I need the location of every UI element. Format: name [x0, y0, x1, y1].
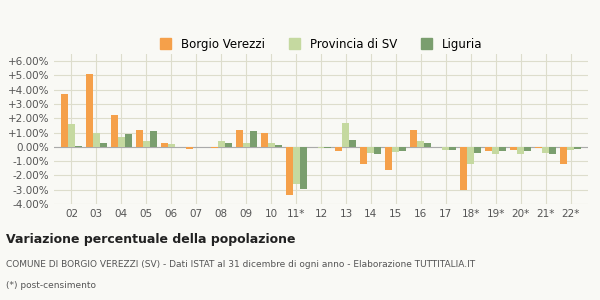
Bar	[385, 147, 392, 170]
Bar	[449, 147, 456, 150]
Bar	[286, 147, 293, 195]
Bar	[424, 142, 431, 147]
Bar	[161, 142, 168, 147]
Bar	[492, 147, 499, 154]
Bar	[410, 130, 418, 147]
Bar	[61, 94, 68, 147]
Bar	[343, 123, 349, 147]
Bar	[567, 147, 574, 150]
Bar	[560, 147, 567, 164]
Bar	[367, 147, 374, 153]
Bar	[485, 147, 492, 151]
Bar	[218, 141, 224, 147]
Bar	[524, 147, 531, 151]
Bar	[400, 147, 406, 151]
Bar	[474, 147, 481, 153]
Text: Variazione percentuale della popolazione: Variazione percentuale della popolazione	[6, 233, 296, 246]
Bar	[317, 147, 325, 148]
Bar	[268, 143, 275, 147]
Bar	[442, 147, 449, 150]
Bar	[168, 144, 175, 147]
Bar	[510, 147, 517, 150]
Bar	[374, 147, 382, 154]
Bar	[111, 116, 118, 147]
Bar	[349, 140, 356, 147]
Bar	[236, 130, 242, 147]
Bar	[467, 147, 474, 164]
Bar	[125, 134, 132, 147]
Bar	[361, 147, 367, 164]
Bar	[293, 147, 299, 184]
Bar	[143, 141, 150, 147]
Bar	[418, 141, 424, 147]
Text: (*) post-censimento: (*) post-censimento	[6, 281, 96, 290]
Bar	[299, 147, 307, 189]
Bar	[549, 147, 556, 154]
Bar	[224, 142, 232, 147]
Text: COMUNE DI BORGIO VEREZZI (SV) - Dati ISTAT al 31 dicembre di ogni anno - Elabora: COMUNE DI BORGIO VEREZZI (SV) - Dati IST…	[6, 260, 475, 269]
Bar	[250, 131, 257, 147]
Bar	[68, 124, 75, 147]
Bar	[186, 147, 193, 149]
Bar	[242, 142, 250, 147]
Bar	[93, 133, 100, 147]
Bar	[392, 147, 400, 152]
Bar	[499, 147, 506, 151]
Bar	[335, 147, 343, 151]
Bar	[535, 147, 542, 148]
Bar	[150, 131, 157, 147]
Bar	[100, 142, 107, 147]
Bar	[460, 147, 467, 190]
Bar	[574, 147, 581, 149]
Bar	[275, 146, 281, 147]
Bar	[86, 74, 93, 147]
Legend: Borgio Verezzi, Provincia di SV, Liguria: Borgio Verezzi, Provincia di SV, Liguria	[155, 33, 487, 55]
Bar	[517, 147, 524, 154]
Bar	[75, 146, 82, 147]
Bar	[325, 147, 331, 148]
Bar	[118, 137, 125, 147]
Bar	[136, 130, 143, 147]
Bar	[260, 133, 268, 147]
Bar	[542, 147, 549, 153]
Bar	[211, 147, 218, 148]
